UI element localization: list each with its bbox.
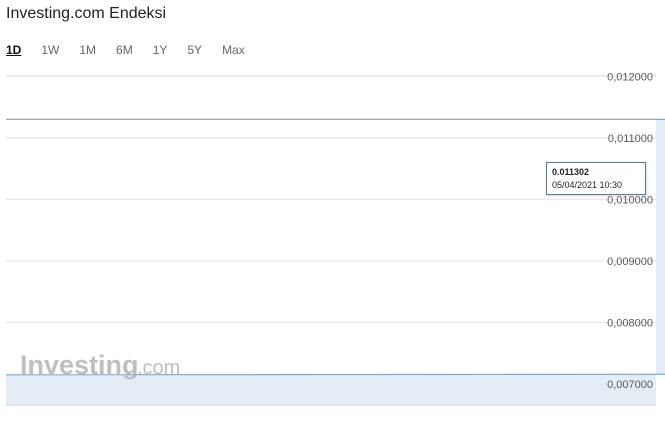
y-tick-label: 0,012000 [607, 71, 653, 83]
range-tab-max[interactable]: Max [222, 43, 245, 57]
range-tab-1y[interactable]: 1Y [152, 43, 168, 57]
y-tick-label: 0,011000 [608, 133, 653, 145]
watermark-suffix: .com [137, 357, 180, 379]
series-area [6, 119, 665, 405]
range-selector: 1D 1W 1M 6M 1Y 5Y Max [6, 43, 265, 57]
range-tab-6m[interactable]: 6M [116, 43, 133, 57]
y-tick-label: 0,010000 [607, 194, 653, 206]
y-tick-label: 0,007000 [607, 379, 653, 391]
y-axis: 0,007000 0,008000 0,009000 0,010000 0,011000… [607, 71, 653, 391]
range-tab-5y[interactable]: 5Y [187, 43, 203, 57]
value-tooltip: 0.011302 05/04/2021 10:30 [546, 162, 646, 195]
range-tab-1w[interactable]: 1W [41, 43, 60, 57]
grid-lines [6, 74, 656, 385]
watermark-logo: Investing .com [20, 350, 180, 380]
range-tab-1m[interactable]: 1M [79, 43, 97, 57]
watermark-brand: Investing [20, 350, 139, 380]
tooltip-value: 0.011302 [552, 167, 590, 177]
y-tick-label: 0,009000 [607, 256, 653, 268]
range-tab-1d[interactable]: 1D [6, 43, 22, 57]
y-tick-label: 0,008000 [607, 318, 653, 330]
tooltip-datetime: 05/04/2021 10:30 [552, 180, 623, 190]
chart-title: Investing.com Endeksi [6, 5, 167, 22]
